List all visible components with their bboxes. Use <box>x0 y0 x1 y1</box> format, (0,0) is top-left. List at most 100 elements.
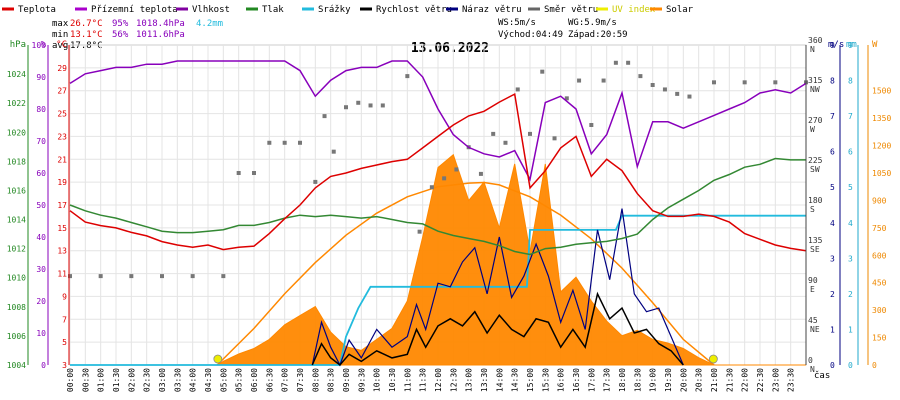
summary-sunrise: Východ:04:49 <box>498 30 563 40</box>
rain-line <box>70 214 806 366</box>
time-tick: 21:00 <box>710 368 719 392</box>
axis-tick-w: 750 <box>872 224 887 233</box>
axis-tick-ms: 5 <box>830 183 835 192</box>
time-tick: 14:30 <box>511 368 520 392</box>
axis-label-pct: % <box>41 40 47 50</box>
axis-tick-ms: 2 <box>830 290 835 299</box>
time-tick: 08:00 <box>311 368 320 392</box>
axis-tick-pct: 80 <box>36 105 46 114</box>
wind-direction-point <box>773 80 778 85</box>
axis-tick-dir-value: 315 <box>808 76 823 85</box>
axis-tick-dir-compass: NE <box>810 325 820 334</box>
wind-direction-point <box>577 78 582 83</box>
axis-label-mm: mm <box>846 40 857 50</box>
time-tick: 19:00 <box>649 368 658 392</box>
axis-tick-pct: 40 <box>36 233 46 242</box>
axis-tick-mm: 2 <box>848 290 853 299</box>
axis-tick-degc: 17 <box>57 201 67 210</box>
time-tick: 11:00 <box>403 368 412 392</box>
axis-tick-degc: 11 <box>57 270 67 279</box>
axis-tick-pct: 30 <box>36 265 46 274</box>
axis-label-hpa: hPa <box>10 40 26 50</box>
time-tick: 21:30 <box>725 368 734 392</box>
summary-min-humidity: 56% <box>112 30 129 40</box>
legend-label-1: Přízemní teplota <box>91 5 178 15</box>
axis-tick-hpa: 1024 <box>7 70 26 79</box>
time-tick: 18:00 <box>618 368 627 392</box>
time-tick: 23:30 <box>787 368 796 392</box>
wind-direction-point <box>236 171 241 175</box>
time-tick: 15:00 <box>526 368 535 392</box>
wind-direction-point <box>68 274 72 279</box>
time-tick: 07:00 <box>281 368 290 392</box>
axis-tick-degc: 3 <box>62 361 67 370</box>
time-tick: 06:30 <box>265 368 274 392</box>
time-tick: 04:30 <box>204 368 213 392</box>
axis-tick-hpa: 1018 <box>7 157 26 166</box>
axis-tick-hpa: 1012 <box>7 245 26 254</box>
axis-tick-degc: 15 <box>57 224 67 233</box>
wind-direction-point <box>515 87 520 92</box>
wind-direction-point <box>267 140 272 145</box>
axis-label-degc: °C <box>56 40 67 50</box>
summary-block: max 26.7°C 95% 1018.4hPa 4.2mm min 13.1°… <box>52 18 628 51</box>
time-tick: 11:30 <box>419 368 428 392</box>
wind-direction-point <box>405 74 410 79</box>
summary-wind-gust: WG:5.9m/s <box>568 18 617 28</box>
axis-tick-hpa: 1008 <box>7 303 26 312</box>
legend-label-7: Směr větru <box>544 5 598 15</box>
time-tick: 20:00 <box>679 368 688 392</box>
wind-direction-point <box>298 140 302 145</box>
time-tick: 03:30 <box>173 368 182 392</box>
temperature-line <box>69 92 807 252</box>
legend-label-2: Vlhkost <box>192 5 230 15</box>
legend-label-5: Rychlost větru <box>376 5 452 15</box>
wind-direction-point <box>589 123 594 127</box>
legend: Teplota Přízemní teplota Vlhkost Tlak Srážky… <box>2 5 694 15</box>
time-tick: 14:00 <box>495 368 504 392</box>
axis-tick-degc: 29 <box>57 64 67 73</box>
sunset-marker <box>708 354 718 364</box>
legend-label-0: Teplota <box>18 5 56 15</box>
time-tick: 02:30 <box>143 368 152 392</box>
wind-direction-point <box>601 78 606 83</box>
legend-label-3: Tlak <box>262 5 284 15</box>
time-tick: 20:30 <box>695 368 704 392</box>
axis-tick-w: 600 <box>872 251 887 260</box>
axis-tick-w: 1350 <box>872 114 891 123</box>
axis-tick-ms: 4 <box>830 219 835 228</box>
time-tick: 18:30 <box>633 368 642 392</box>
summary-max-pressure: 1018.4hPa <box>136 19 185 29</box>
summary-min-label: min <box>52 30 68 40</box>
time-tick: 12:30 <box>449 368 458 392</box>
wind-direction-point <box>98 274 103 279</box>
time-tick: 07:30 <box>296 368 305 392</box>
legend-label-6: Náraz větru <box>462 5 522 15</box>
summary-min-temp: 13.1°C <box>70 30 103 40</box>
wind-direction-point <box>626 60 631 65</box>
wind-direction-point <box>282 140 287 145</box>
wind-direction-point <box>380 103 385 108</box>
time-tick: 01:30 <box>112 368 121 392</box>
time-tick: 16:00 <box>557 368 566 392</box>
axis-tick-ms: 7 <box>830 112 835 121</box>
summary-wind-speed: WS:5m/s <box>498 18 536 28</box>
time-tick: 13:00 <box>465 368 474 392</box>
axis-tick-w: 1500 <box>872 87 891 96</box>
wind-direction-point <box>368 103 373 108</box>
wind-direction-point <box>160 274 164 279</box>
axis-tick-w: 150 <box>872 334 887 343</box>
axis-tick-pct: 60 <box>36 169 46 178</box>
wind-direction-point <box>662 87 667 92</box>
axis-tick-hpa: 1014 <box>7 216 26 225</box>
time-tick: 22:00 <box>741 368 750 392</box>
time-tick: 13:30 <box>480 368 489 392</box>
axis-tick-pct: 90 <box>36 73 46 82</box>
axis-tick-dir-compass: E <box>810 285 815 294</box>
axis-tick-mm: 3 <box>848 254 853 263</box>
time-tick: 01:00 <box>97 368 106 392</box>
axis-tick-pct: 20 <box>36 297 46 306</box>
summary-sunset: Západ:20:59 <box>568 30 628 40</box>
axis-tick-dir-compass: NW <box>810 85 820 94</box>
